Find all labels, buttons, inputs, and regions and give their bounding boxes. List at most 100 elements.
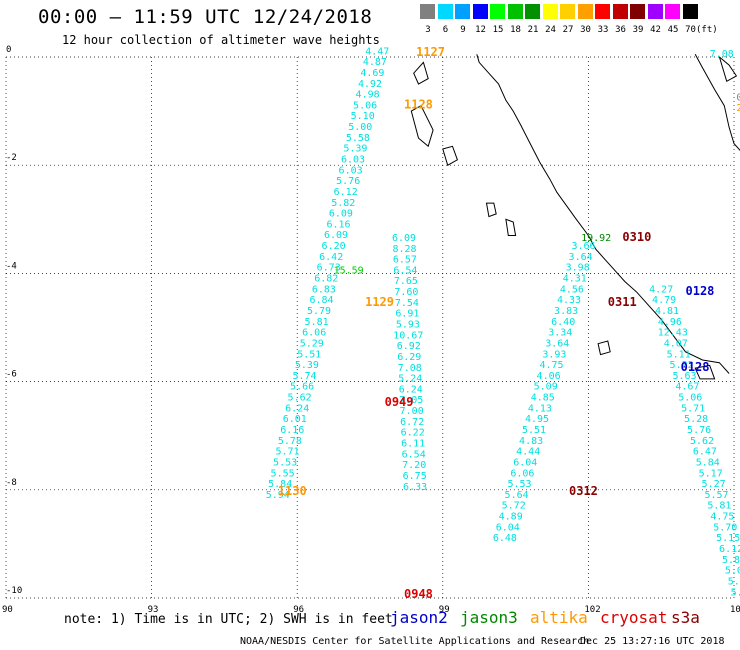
wave-height-value: 5.84 [268,479,292,490]
wave-height-value: 6.82 [314,274,338,285]
wave-height-value: 6.06 [302,328,326,339]
wave-height-value: 5.11 [667,349,691,360]
wave-height-value: 4.47 [365,46,389,57]
wave-height-value: 6.92 [397,341,421,352]
wave-height-value: 8.28 [392,244,416,255]
wave-height-value: 4.87 [363,57,387,68]
wave-height-value: 6.11 [401,439,425,450]
wave-height-value: 6.75 [403,471,427,482]
wave-height-value: 5.32 [670,360,694,371]
satellite-legend-item: cryosat [600,608,668,627]
island-outline [410,105,434,148]
wave-height-value: 3.98 [566,263,590,274]
scale-swatch [665,4,680,19]
wave-height-value: 6.33 [403,482,427,493]
satellite-legend-item: s3a [671,608,700,627]
wave-height-value: 5.00 [348,122,372,133]
wave-height-value: 5.71 [681,403,705,414]
wave-height-value: 5.64 [505,490,529,501]
wave-height-value: 4.75 [539,360,563,371]
wave-height-value: 4.06 [537,371,561,382]
wave-height-value: 6.12 [334,187,358,198]
pass-time-label: 0128 [681,360,710,374]
scale-swatch [420,4,435,19]
wave-height-value: 5.53 [273,458,297,469]
wave-height-value: 6.72 [400,417,424,428]
wave-height-value: 5.53 [507,479,531,490]
wave-height-value: 5.51 [522,425,546,436]
wave-height-value: 5.55 [271,468,295,479]
scale-swatch [647,4,663,19]
scale-swatch [507,4,523,19]
pass-time-label: 0128 [686,284,715,298]
lat-tick-label: -2 [6,153,17,163]
wave-height-value: 5.62 [288,393,312,404]
wave-height-value: 3.34 [548,328,572,339]
wave-height-value: 6.09 [392,233,416,244]
wave-height-value: 6.04 [513,458,537,469]
wave-height-value: 4.98 [356,90,380,101]
lat-tick-label: -6 [6,370,17,380]
wave-height-value: 5.39 [295,360,319,371]
pass-time-label: 0310 [622,230,651,244]
scale-swatch [437,4,453,19]
scale-swatch [490,4,505,19]
wave-height-value: 5.94 [266,490,290,501]
wave-height-value: 6.54 [402,449,426,460]
island-outline [597,340,611,356]
wave-height-value: 6.83 [312,284,336,295]
pass-time-label: 1127 [416,45,445,59]
scale-label: 36 [615,25,626,35]
wave-height-value: 3.83 [554,306,578,317]
wave-height-value: 5.81 [305,317,329,328]
wave-height-value: 5.15 [716,533,740,544]
scale-label: 42 [650,25,661,35]
wave-height-value: 4.83 [519,436,543,447]
wave-height-value: 5.09 [534,382,558,393]
scale-label: 21 [527,25,539,35]
satellite-legend-item: jason2 [390,608,448,627]
wave-height-value: 6.40 [551,317,575,328]
scale-label: 70 [685,25,696,35]
wave-height-value: 7.54 [395,298,419,309]
pass-time-label: 1129 [365,295,394,309]
wave-height-value: 6.84 [309,295,333,306]
wave-height-value: 5.27 [702,479,726,490]
pass-time-label: 0311 [608,295,637,309]
wave-height-value: 5.29 [300,338,324,349]
wave-height-value: 5.76 [687,425,711,436]
wave-height-value: 5.58 [346,133,370,144]
wave-height-value: 4.96 [658,317,682,328]
wave-height-value: 6.54 [393,265,417,276]
scale-label: 27 [562,25,574,35]
wave-height-value: 5.72 [502,501,526,512]
wave-height-value: 6.22 [401,428,425,439]
pass-time-label: 1130 [278,484,307,498]
wave-height-value: 6.29 [397,352,421,363]
wave-height-value: 5.78 [278,436,302,447]
lat-tick-label: 0 [6,45,11,55]
wave-height-value: 4.79 [652,295,676,306]
wave-height-value: 5.17 [699,468,723,479]
scale-swatch [577,4,593,19]
wave-height-value: 7.60 [394,287,418,298]
scale-label: 24 [545,25,556,35]
island-outline [413,61,429,85]
scale-label: 45 [667,25,679,35]
scale-swatch [595,4,610,19]
wave-height-value: 5.57 [704,490,728,501]
lon-tick-label: 105 [730,605,740,615]
wave-height-value: 4.85 [531,393,555,404]
wave-height-value: 4.89 [499,512,523,523]
wave-height-value: 15.59 [334,265,364,276]
pass-time-label: 0949 [385,395,414,409]
wave-height-value: 6.24 [399,384,423,395]
wave-height-value: 7.20 [402,460,426,471]
lon-tick-label: 99 [439,605,450,615]
wave-height-value: 5.10 [351,111,375,122]
wave-height-value: 3.66 [571,241,595,252]
island-outline [442,145,459,166]
scale-swatch [542,4,558,19]
wave-height-value: 5.71 [275,447,299,458]
